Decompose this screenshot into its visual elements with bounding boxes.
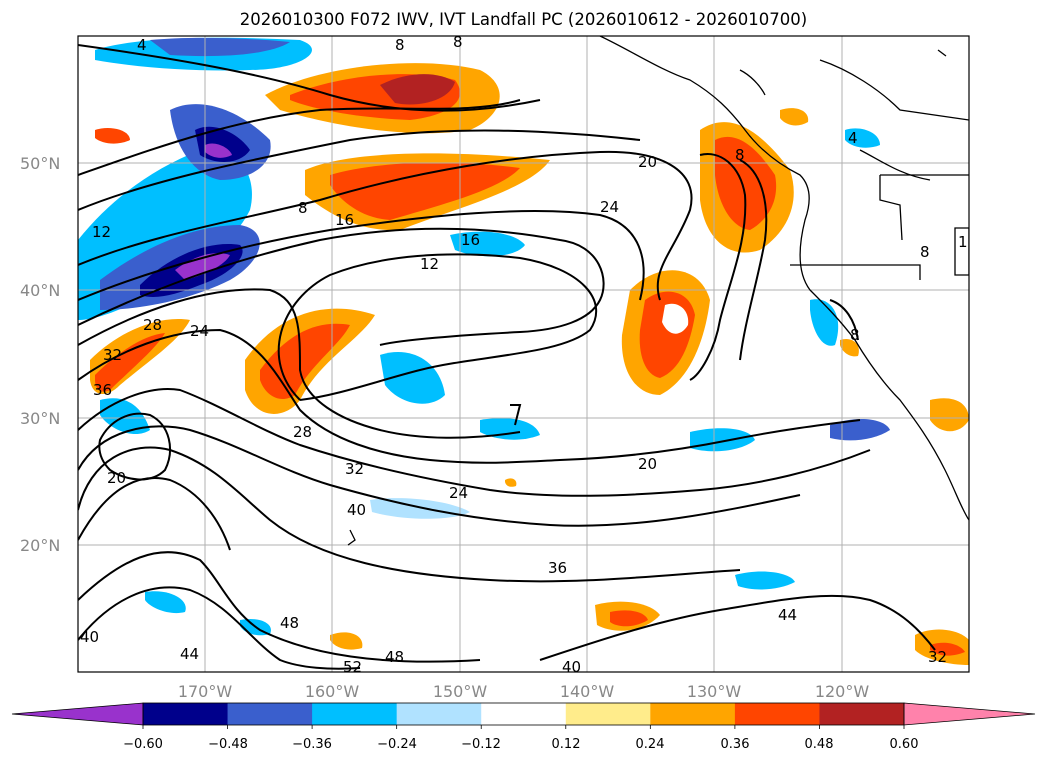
ivt-contours bbox=[78, 44, 936, 670]
lat-label: 30°N bbox=[20, 409, 60, 428]
contour-label: 4 bbox=[137, 36, 147, 54]
contour-label: 24 bbox=[190, 322, 209, 340]
contour-label: 8 bbox=[735, 146, 745, 164]
contour-label: 20 bbox=[107, 469, 126, 487]
contour-label: 28 bbox=[143, 316, 162, 334]
contour-label: 32 bbox=[103, 346, 122, 364]
contour-label: 20 bbox=[638, 455, 657, 473]
lon-label: 140°W bbox=[560, 682, 615, 701]
lat-label: 50°N bbox=[20, 154, 60, 173]
colorbar-tick-label: −0.36 bbox=[292, 737, 332, 752]
contour-label: 44 bbox=[778, 606, 797, 624]
contour-label: 12 bbox=[92, 223, 111, 241]
colorbar-tick-label: −0.48 bbox=[208, 737, 248, 752]
contour-label: 52 bbox=[343, 658, 362, 676]
coastlines bbox=[347, 36, 969, 546]
contour-label: 16 bbox=[461, 231, 480, 249]
colorbar: −0.60 −0.48 −0.36 −0.24 −0.12 0.12 0.24 … bbox=[11, 702, 1036, 752]
map-title: 2026010300 F072 IWV, IVT Landfall PC (20… bbox=[239, 10, 808, 29]
lon-label: 150°W bbox=[433, 682, 488, 701]
colorbar-tick-label: −0.60 bbox=[123, 737, 163, 752]
contour-label: 8 bbox=[850, 326, 860, 344]
contour-label: 32 bbox=[345, 460, 364, 478]
contour-label: 48 bbox=[385, 648, 404, 666]
colorbar-tick-label: 0.24 bbox=[636, 737, 665, 752]
map-frame bbox=[77, 35, 970, 673]
contour-label: 36 bbox=[548, 559, 567, 577]
contour-label: 12 bbox=[420, 255, 439, 273]
colorbar-tick-label: −0.12 bbox=[461, 737, 501, 752]
contour-label: 40 bbox=[80, 628, 99, 646]
colorbar-cell bbox=[143, 703, 229, 725]
colorbar-tick-label: 0.60 bbox=[890, 737, 919, 752]
colorbar-frame bbox=[142, 702, 905, 726]
contour-label: 36 bbox=[93, 381, 112, 399]
colorbar-tick-label: 0.36 bbox=[721, 737, 750, 752]
contour-label: 12 bbox=[958, 233, 977, 251]
contour-label: 8 bbox=[298, 199, 308, 217]
colorbar-extend-max bbox=[903, 702, 1036, 726]
lat-label: 40°N bbox=[20, 281, 60, 300]
contour-label: 8 bbox=[395, 36, 405, 54]
contour-label: 40 bbox=[347, 501, 366, 519]
lon-label: 120°W bbox=[815, 682, 870, 701]
lon-label: 170°W bbox=[178, 682, 233, 701]
colorbar-cell bbox=[227, 703, 313, 725]
contour-label: 28 bbox=[293, 423, 312, 441]
lon-label: 160°W bbox=[305, 682, 360, 701]
colorbar-cell bbox=[312, 703, 398, 725]
contour-label: 32 bbox=[928, 648, 947, 666]
longitude-labels: 170°W 160°W 150°W 140°W 130°W 120°W bbox=[178, 682, 870, 701]
contour-label: 24 bbox=[449, 484, 468, 502]
neg-area-core-3 bbox=[175, 253, 230, 280]
contour-label: 20 bbox=[638, 153, 657, 171]
contour-label: 8 bbox=[920, 243, 930, 261]
colorbar-tick-label: 0.12 bbox=[552, 737, 581, 752]
latitude-labels: 50°N 40°N 30°N 20°N bbox=[20, 154, 60, 555]
colorbar-extend-min bbox=[11, 702, 144, 726]
colorbar-cells bbox=[143, 703, 905, 725]
colorbar-tick-label: 0.48 bbox=[805, 737, 834, 752]
colorbar-cell bbox=[734, 703, 820, 725]
contour-label: 48 bbox=[280, 614, 299, 632]
colorbar-cell bbox=[396, 703, 482, 725]
contour-label: 44 bbox=[180, 645, 199, 663]
contour-label: 8 bbox=[453, 33, 463, 51]
colorbar-cell bbox=[650, 703, 736, 725]
contour-label: 4 bbox=[848, 129, 858, 147]
colorbar-tick-label: −0.24 bbox=[377, 737, 417, 752]
colorbar-cell bbox=[481, 703, 567, 725]
colorbar-cell bbox=[819, 703, 905, 725]
contour-labels: 4 8 8 8 8 12 16 16 20 20 20 24 24 24 28 … bbox=[80, 33, 977, 676]
contour-label: 24 bbox=[600, 198, 619, 216]
contour-label: 40 bbox=[562, 658, 581, 676]
colorbar-tick-labels: −0.60 −0.48 −0.36 −0.24 −0.12 0.12 0.24 … bbox=[123, 737, 918, 752]
colorbar-cell bbox=[565, 703, 651, 725]
contour-label: 16 bbox=[335, 211, 354, 229]
map-layers: 4 8 8 8 8 12 16 16 20 20 20 24 24 24 28 … bbox=[78, 33, 977, 676]
lon-label: 130°W bbox=[687, 682, 742, 701]
lat-label: 20°N bbox=[20, 536, 60, 555]
colorbar-ticks bbox=[142, 725, 905, 729]
